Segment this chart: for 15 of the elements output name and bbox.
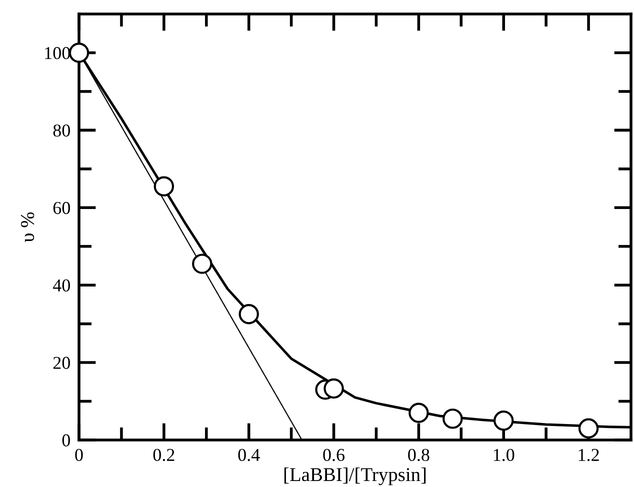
x-tick-label: 0.8 (408, 448, 430, 462)
y-tick-label: 40 (52, 279, 70, 292)
y-axis-title: υ % (20, 212, 34, 242)
x-tick-label: 0.4 (238, 448, 260, 462)
x-tick-label: 0.6 (323, 448, 345, 462)
x-axis-title: [LaBBI]/[Trypsin] (284, 467, 426, 486)
y-tick-label: 20 (53, 356, 70, 369)
x-tick-label: 1.0 (494, 448, 514, 462)
y-tick-label: 60 (53, 202, 70, 214)
y-tick-label: 0 (62, 434, 70, 446)
y-tick-label: 80 (53, 124, 70, 137)
y-tick-label: 100 (45, 46, 70, 60)
x-tick-label: 0 (75, 448, 83, 462)
x-tick-label: 0.2 (153, 448, 174, 462)
x-tick-label: 1.2 (578, 448, 599, 462)
